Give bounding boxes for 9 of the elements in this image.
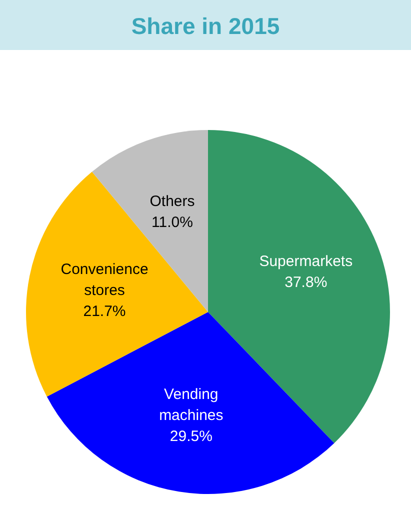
data-label: 29.5% [170,428,212,446]
slice-label: Convenience stores [60,261,148,300]
data-label: 11.0% [152,214,193,232]
slice-label: Supermarkets [259,252,353,270]
slice-label: Others [150,193,195,210]
data-label: 21.7% [83,303,126,320]
slice-label: Vending machines [159,386,224,424]
chart-title: Share in 2015 [131,13,280,39]
data-label: 37.8% [284,274,328,291]
